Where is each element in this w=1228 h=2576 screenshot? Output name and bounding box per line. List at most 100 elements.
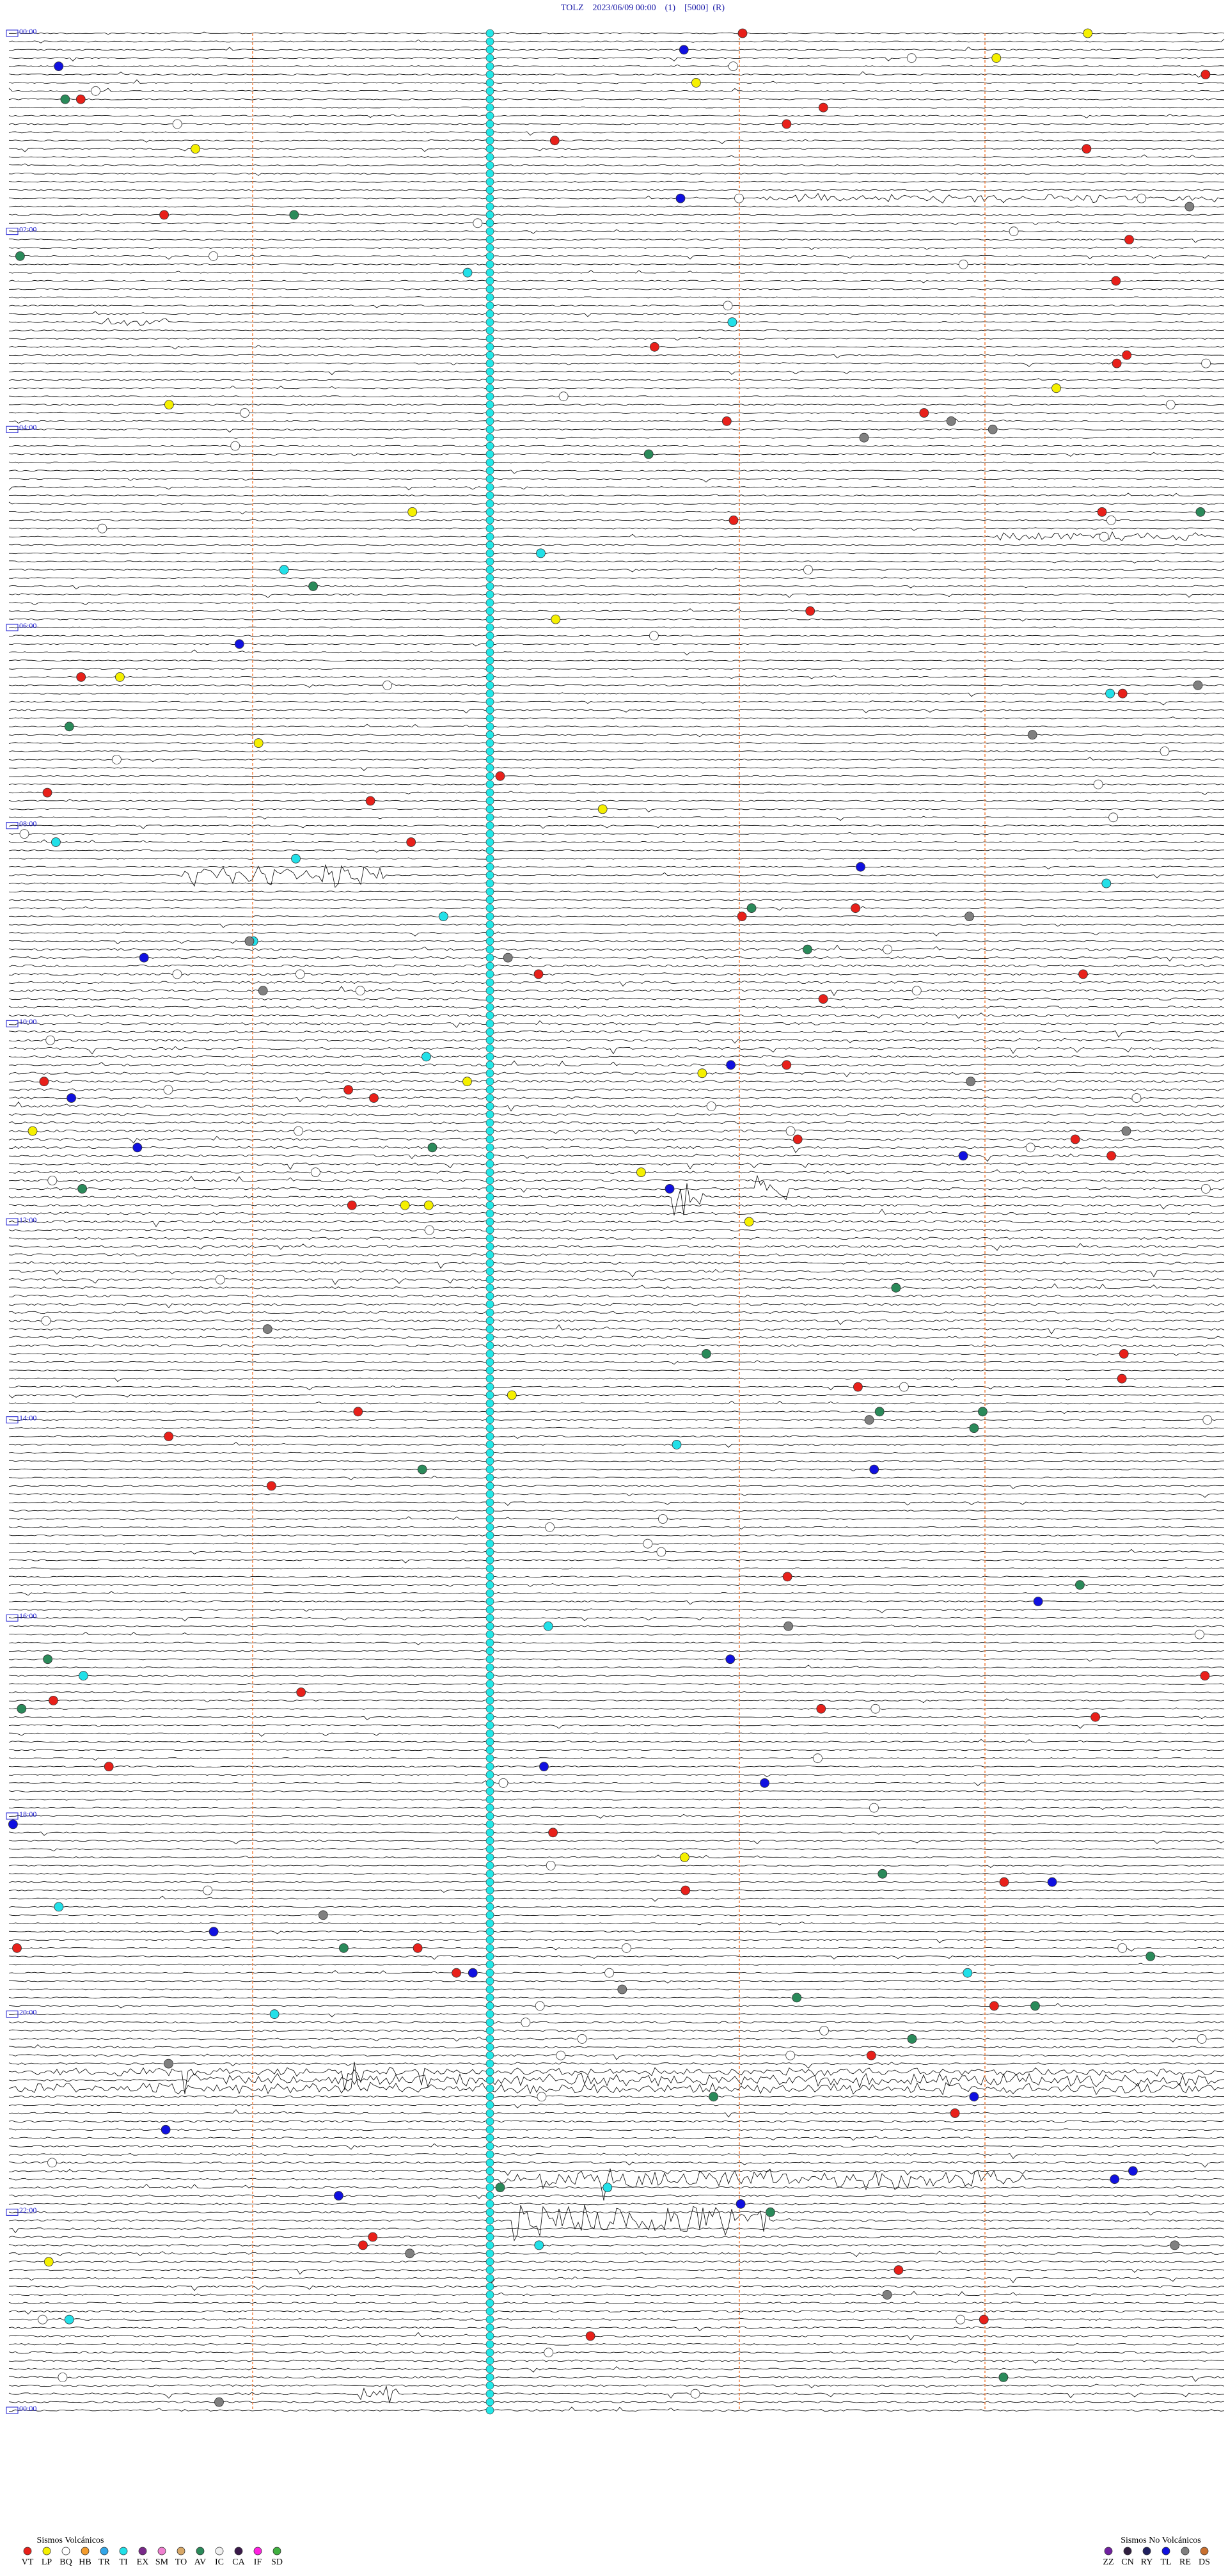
marker [485, 186, 494, 194]
trace [8, 214, 1225, 216]
event-marker [49, 1695, 58, 1705]
event-marker [1119, 1348, 1129, 1359]
marker [485, 1011, 494, 1020]
marker [485, 1118, 494, 1127]
trace [8, 1467, 1225, 1472]
event-marker [1027, 730, 1037, 740]
time-box [6, 624, 19, 631]
trace [8, 221, 1225, 225]
event-marker [427, 1142, 437, 1153]
legend-marker [61, 2547, 70, 2556]
marker [485, 2150, 494, 2159]
marker [485, 2158, 494, 2167]
event-marker [736, 2199, 746, 2209]
trace [8, 395, 1225, 399]
trace [8, 1675, 1225, 1679]
event-marker [1108, 812, 1118, 823]
event-marker [617, 1984, 627, 1995]
trace [9, 493, 1225, 496]
marker [485, 887, 494, 896]
event-marker [1160, 747, 1170, 756]
event-marker [191, 144, 201, 154]
trace [8, 1988, 1225, 1991]
event-marker [906, 53, 917, 63]
event-marker [963, 1968, 973, 1978]
marker [485, 516, 494, 525]
trace [8, 2067, 1225, 2094]
time-label: 06:00 [19, 621, 36, 630]
marker [485, 235, 494, 244]
time-box [6, 1218, 19, 1226]
marker [485, 29, 494, 38]
marker [485, 2232, 494, 2241]
trace [8, 915, 1225, 918]
time-box [6, 29, 19, 37]
trace [8, 1739, 1225, 1743]
marker [485, 1283, 494, 1292]
marker [485, 1547, 494, 1556]
trace [8, 931, 1225, 936]
event-marker [533, 969, 544, 979]
event-marker [956, 2314, 966, 2325]
marker [485, 1135, 494, 1144]
marker [485, 1027, 494, 1036]
marker [485, 1391, 494, 1400]
event-marker [347, 1200, 357, 1210]
trace [8, 531, 1225, 542]
marker [485, 2208, 494, 2216]
trace [8, 1608, 1225, 1613]
trace [8, 139, 1225, 145]
trace [8, 172, 1225, 176]
marker [485, 764, 494, 772]
trace [8, 345, 1225, 350]
event-marker [899, 1382, 909, 1392]
trace [8, 1485, 1225, 1489]
trace [8, 849, 1225, 853]
marker [485, 2274, 494, 2282]
marker [485, 986, 494, 995]
trace [8, 2135, 1225, 2141]
marker [485, 87, 494, 95]
event-marker [1106, 515, 1116, 525]
trace [8, 1360, 1225, 1365]
trace [8, 113, 1225, 118]
marker [485, 1399, 494, 1408]
trace [8, 1698, 1225, 1703]
legend-marker [1142, 2547, 1151, 2556]
trace [8, 1278, 1225, 1285]
marker [485, 1407, 494, 1416]
marker [485, 136, 494, 145]
trace [8, 2202, 1225, 2206]
trace [8, 1352, 1225, 1356]
trace [8, 2385, 1225, 2403]
marker [485, 318, 494, 326]
legend-marker [196, 2547, 205, 2556]
trace [8, 2401, 1225, 2403]
event-marker [883, 944, 893, 954]
legend-code: TL [1160, 2557, 1171, 2567]
event-marker [534, 2240, 544, 2250]
marker [485, 458, 494, 467]
trace [8, 263, 1225, 265]
marker [485, 1300, 494, 1309]
marker [485, 1671, 494, 1680]
trace [8, 1600, 1225, 1605]
trace [8, 791, 1225, 795]
event-marker [234, 639, 244, 649]
marker [485, 1160, 494, 1168]
trace [8, 1854, 1225, 1858]
marker [485, 1911, 494, 1920]
trace [8, 1938, 1225, 1943]
trace [8, 1780, 1225, 1787]
trace [8, 723, 1225, 728]
marker [485, 1044, 494, 1053]
event-marker [358, 2240, 368, 2250]
trace [8, 1641, 1225, 1645]
trace [8, 1970, 1225, 1974]
trace [8, 1765, 1225, 1768]
time-label: 20:00 [19, 2007, 36, 2016]
marker [485, 219, 494, 228]
trace [8, 205, 1225, 208]
marker [485, 491, 494, 500]
event-marker [548, 1828, 558, 1838]
